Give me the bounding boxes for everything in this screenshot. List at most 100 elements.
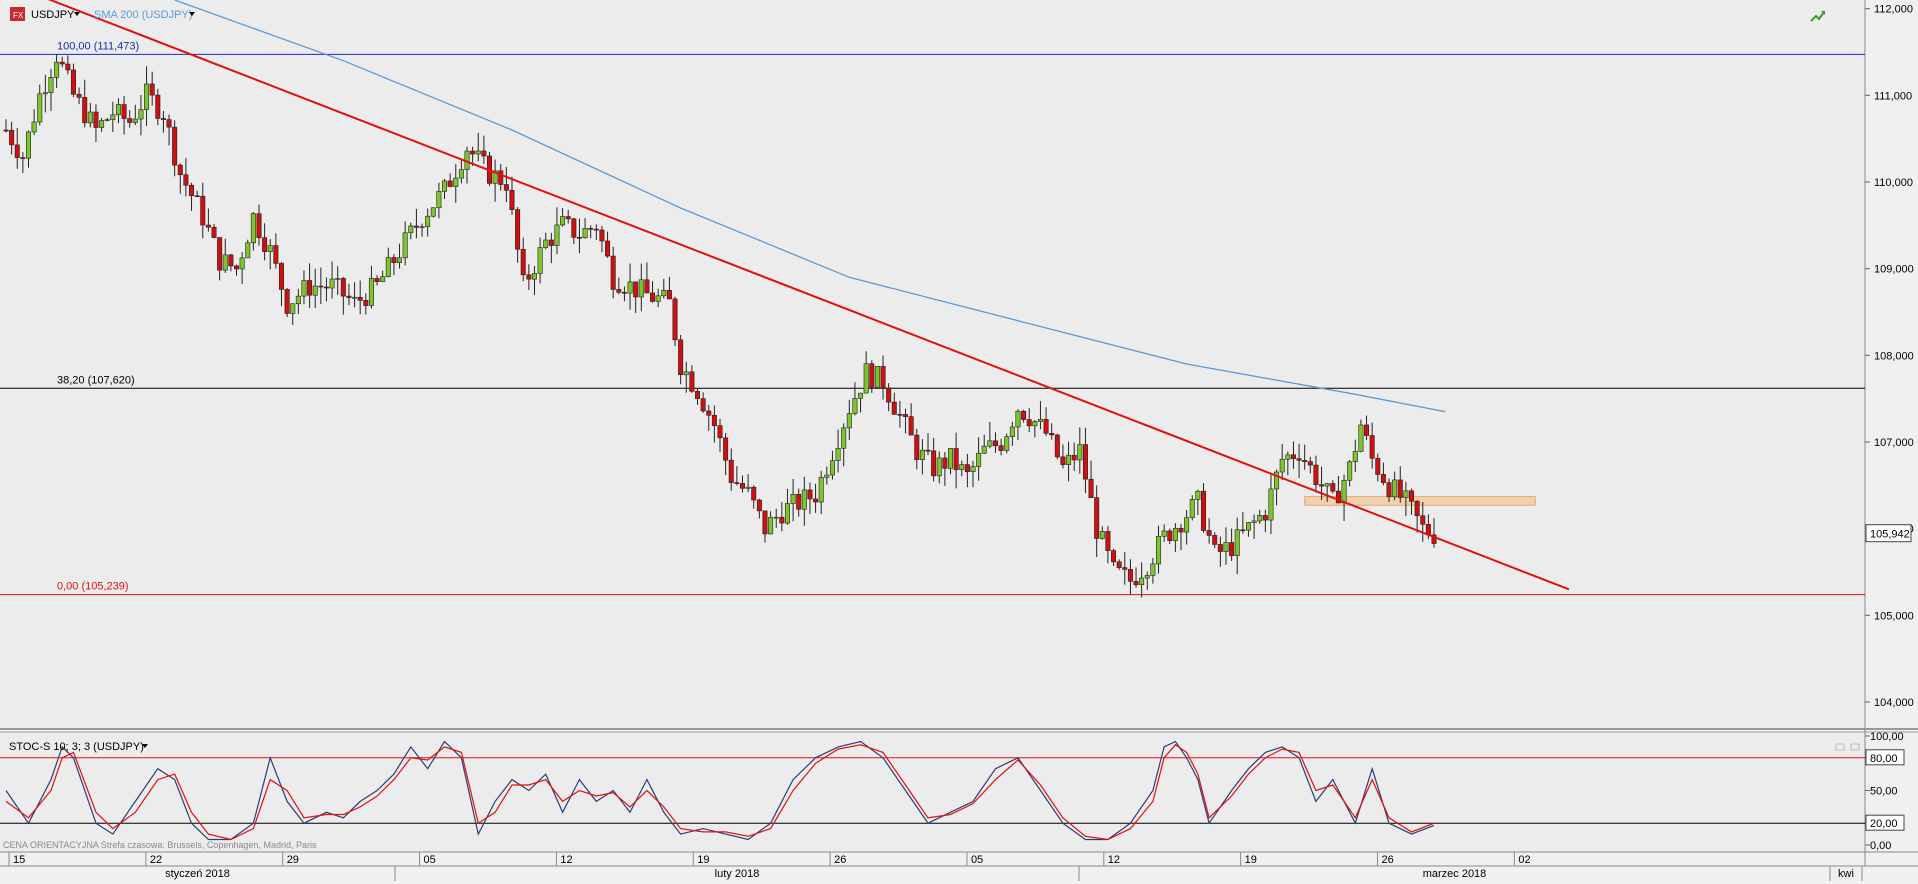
chevron-down-icon[interactable] <box>189 12 195 16</box>
candle-body <box>363 300 369 306</box>
candle-body <box>818 477 824 503</box>
candle-body <box>1274 471 1280 490</box>
trendline-layer[interactable] <box>6 0 1570 591</box>
candle-body <box>638 279 644 298</box>
candle-body <box>385 257 391 277</box>
candle-body <box>1245 522 1251 531</box>
candle-body <box>813 498 819 503</box>
candle-body <box>352 296 358 299</box>
candle-body <box>908 416 914 436</box>
stoch-tick-label: 0,00 <box>1870 840 1891 852</box>
period-label: styczeń 2018 <box>165 868 230 880</box>
candle-body <box>70 69 76 95</box>
candle-body <box>666 289 672 300</box>
candle-body <box>627 281 633 294</box>
candle-body <box>689 371 695 392</box>
candle-body <box>99 120 105 128</box>
candle-body <box>250 213 256 244</box>
candle-body <box>852 397 858 414</box>
candle-body <box>959 464 965 470</box>
candle-body <box>1037 418 1043 422</box>
candle-body <box>644 279 650 294</box>
indicator-label[interactable]: SMA 200 (USDJPY) <box>94 9 192 21</box>
candle-body <box>1167 530 1173 541</box>
candle-body <box>14 144 20 158</box>
candle-body <box>1375 457 1381 475</box>
candle-body <box>942 457 948 469</box>
price-tick-label: 110,000 <box>1874 177 1913 189</box>
trendline[interactable] <box>6 0 1570 591</box>
candle-body <box>1369 435 1375 459</box>
chevron-down-icon[interactable] <box>142 744 148 748</box>
candle-body <box>144 83 150 110</box>
candle-body <box>307 280 313 296</box>
candle-body <box>1302 460 1308 462</box>
candle-body <box>582 228 588 239</box>
candle-body <box>784 503 790 524</box>
time-axis[interactable]: 15 22 29 05 12 19 26 05 12 19 26 02 <box>8 852 1531 866</box>
candle-body <box>492 170 498 184</box>
stochastic-label[interactable]: STOC-S 10; 3; 3 (USDJPY) <box>9 741 144 753</box>
candle-body <box>1290 454 1296 459</box>
symbol-label[interactable]: USDJPY <box>31 9 75 21</box>
candle-body <box>1094 497 1100 539</box>
candle-body <box>76 93 82 98</box>
candle-body <box>1324 483 1330 487</box>
candle-body <box>537 247 543 274</box>
candle-body <box>599 229 605 242</box>
candle-body <box>723 437 729 461</box>
candle-body <box>172 126 178 166</box>
restore-icon[interactable] <box>1835 743 1845 751</box>
candle-body <box>526 274 532 280</box>
candle-body <box>1268 488 1274 521</box>
candle-body <box>998 445 1004 451</box>
zone-rect[interactable] <box>1304 496 1536 506</box>
candle-body <box>1105 531 1111 551</box>
candle-body <box>903 414 909 417</box>
price-pane[interactable] <box>0 0 1865 728</box>
time-tick-label: 26 <box>834 854 846 866</box>
candle-body <box>706 410 712 416</box>
candle-body <box>1414 500 1420 517</box>
close-pane-icon[interactable] <box>1850 743 1860 751</box>
candle-body <box>515 209 521 250</box>
candle-body <box>211 226 217 238</box>
candle-body <box>790 493 796 504</box>
candle-body <box>323 286 329 289</box>
candle-body <box>346 295 352 298</box>
candle-body <box>779 516 785 524</box>
candle-body <box>301 280 307 297</box>
candle-body <box>891 401 897 415</box>
candle-body <box>655 295 661 302</box>
candle-body <box>678 339 684 376</box>
stoch-d-line <box>5 743 1435 841</box>
candle-body <box>672 298 678 341</box>
candle-body <box>475 150 481 155</box>
support-zone[interactable] <box>1304 496 1536 506</box>
candle-body <box>1223 542 1229 552</box>
candle-body <box>520 248 526 276</box>
time-tick-label: 05 <box>971 854 983 866</box>
candle-body <box>447 180 453 187</box>
candle-body <box>1200 490 1206 531</box>
candle-body <box>1043 418 1049 434</box>
trend-up-icon[interactable] <box>1810 11 1825 22</box>
candle-body <box>897 414 903 416</box>
candle-body <box>312 285 318 296</box>
time-tick-label: 15 <box>13 854 25 866</box>
candle-body <box>54 61 60 78</box>
candle-body <box>93 111 99 128</box>
candle-body <box>397 257 403 263</box>
candle-body <box>368 278 374 306</box>
price-tick-label: 112,000 <box>1874 4 1913 16</box>
candle-body <box>273 245 279 264</box>
candle-body <box>1122 567 1128 570</box>
candle-body <box>807 489 813 500</box>
candle-body <box>1054 434 1060 458</box>
chevron-down-icon[interactable] <box>74 12 80 16</box>
oscillator-pane[interactable] <box>0 733 1865 851</box>
period-axis: styczeń 2018 luty 2018 marzec 2018 kwi <box>165 866 1863 881</box>
candle-body <box>318 285 324 288</box>
stochastic-axis[interactable]: 100,00 80,00 50,00 20,00 0,00 <box>1865 731 1905 852</box>
